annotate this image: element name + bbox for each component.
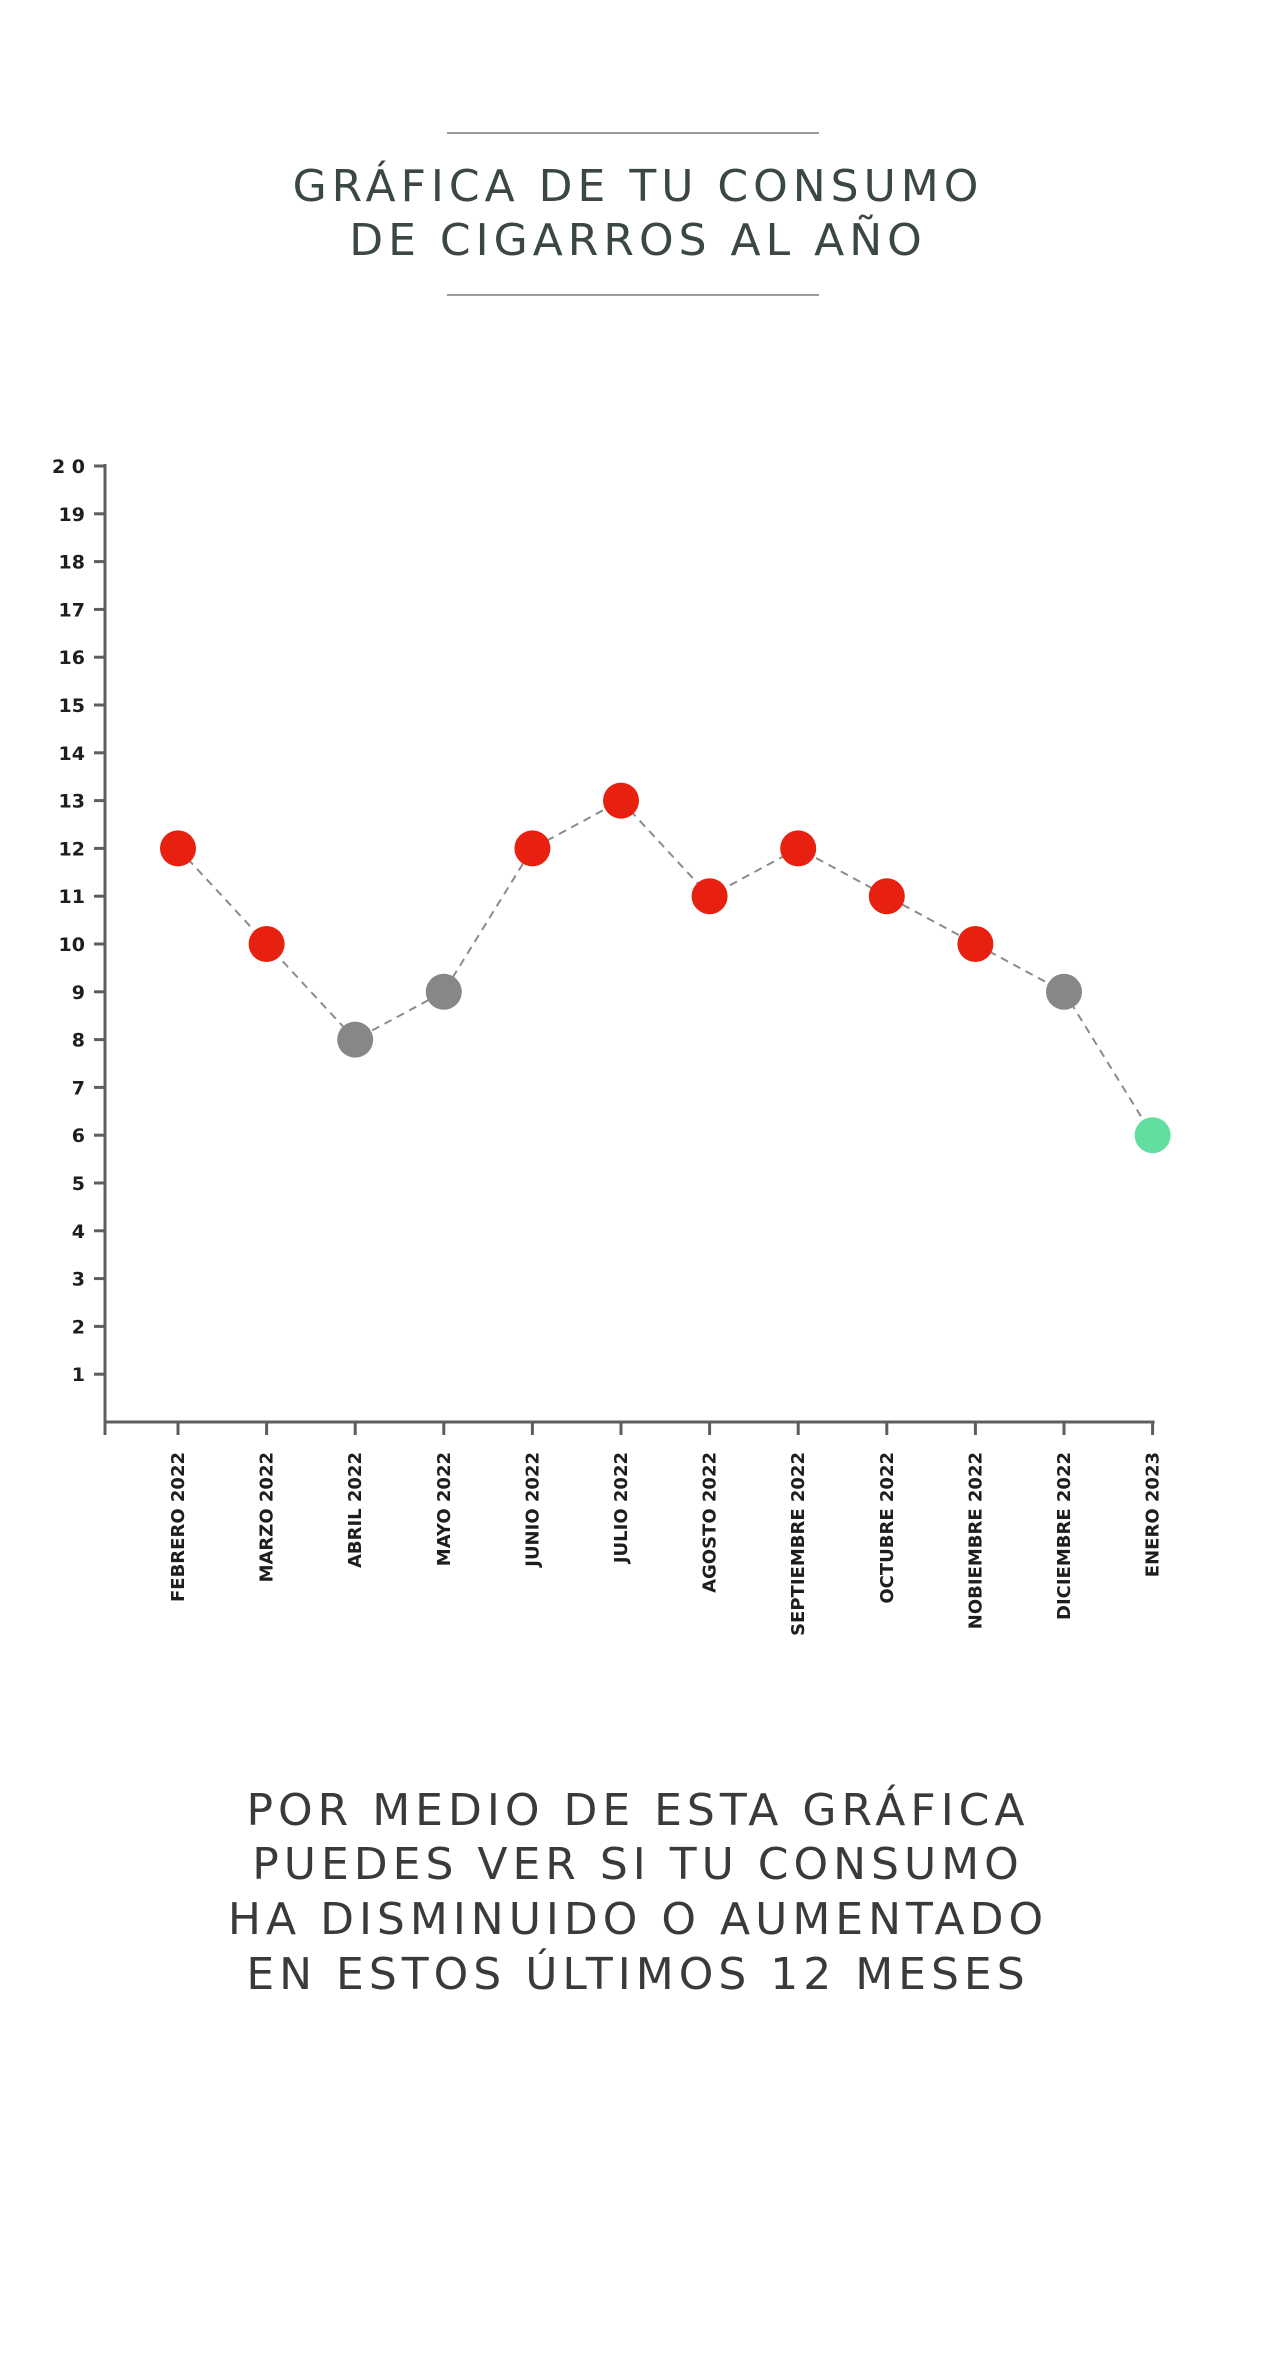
x-tick-label: MAYO 2022 xyxy=(434,1452,455,1566)
x-tick-label: FEBRERO 2022 xyxy=(168,1452,189,1602)
x-tick-label: MARZO 2022 xyxy=(257,1452,278,1582)
x-tick-label: AGOSTO 2022 xyxy=(700,1452,721,1593)
data-point xyxy=(691,878,728,915)
chart-title-line-1: GRÁFICA DE TU CONSUMO xyxy=(292,161,984,212)
y-tick-label: 11 xyxy=(59,886,85,908)
x-tick-label: DICIEMBRE 2022 xyxy=(1054,1452,1075,1620)
y-tick-label: 1 xyxy=(72,1364,85,1386)
y-tick-label: 18 xyxy=(59,552,85,574)
x-tick-label: JUNIO 2022 xyxy=(522,1452,543,1569)
y-tick-label: 6 xyxy=(72,1125,85,1147)
y-tick-label: 15 xyxy=(59,695,85,717)
data-point xyxy=(1134,1117,1171,1154)
y-tick-label: 17 xyxy=(59,599,85,621)
y-tick-label: 5 xyxy=(72,1173,85,1195)
data-point xyxy=(1046,973,1082,1010)
data-point xyxy=(780,830,817,867)
chart-title-line-2: DE CIGARROS AL AÑO xyxy=(349,215,927,266)
title-top-rule xyxy=(447,132,819,134)
y-tick-label: 4 xyxy=(72,1221,85,1243)
caption-line-1: POR MEDIO DE ESTA GRÁFICA xyxy=(246,1785,1030,1836)
y-tick-label: 13 xyxy=(59,791,85,813)
caption-line-2: PUEDES VER SI TU CONSUMO xyxy=(252,1839,1024,1890)
x-tick-label: NOBIEMBRE 2022 xyxy=(965,1452,986,1629)
caption-line-4: EN ESTOS ÚLTIMOS 12 MESES xyxy=(246,1949,1030,2000)
data-point xyxy=(603,782,639,819)
x-tick-label: OCTUBRE 2022 xyxy=(877,1452,898,1604)
caption-line-3: HA DISMINUIDO O AUMENTADO xyxy=(227,1894,1049,1945)
series-line xyxy=(177,799,1154,1136)
data-point xyxy=(868,878,905,915)
data-point xyxy=(160,830,196,867)
y-tick-label: 14 xyxy=(59,743,85,765)
y-tick-label: 16 xyxy=(59,647,85,669)
y-tick-label: 8 xyxy=(72,1030,85,1052)
y-tick-label: 7 xyxy=(72,1077,85,1099)
x-tick-label: JULIO 2022 xyxy=(611,1452,632,1565)
x-tick-label: SEPTIEMBRE 2022 xyxy=(788,1452,809,1636)
title-bottom-rule xyxy=(447,294,819,296)
data-point xyxy=(248,926,285,962)
y-tick-label: 9 xyxy=(72,982,85,1004)
data-point xyxy=(337,1021,374,1058)
y-tick-label: 10 xyxy=(59,934,85,956)
y-tick-label: 12 xyxy=(59,838,85,860)
y-tick-label: 3 xyxy=(72,1269,85,1291)
x-tick-label: ENERO 2023 xyxy=(1143,1452,1164,1577)
data-point xyxy=(425,973,462,1010)
x-tick-label: ABRIL 2022 xyxy=(345,1452,366,1568)
y-tick-label: 2 0 xyxy=(52,456,85,478)
data-point xyxy=(514,830,551,867)
data-point xyxy=(957,926,994,962)
y-tick-label: 2 xyxy=(72,1316,85,1338)
y-tick-label: 19 xyxy=(59,504,85,526)
